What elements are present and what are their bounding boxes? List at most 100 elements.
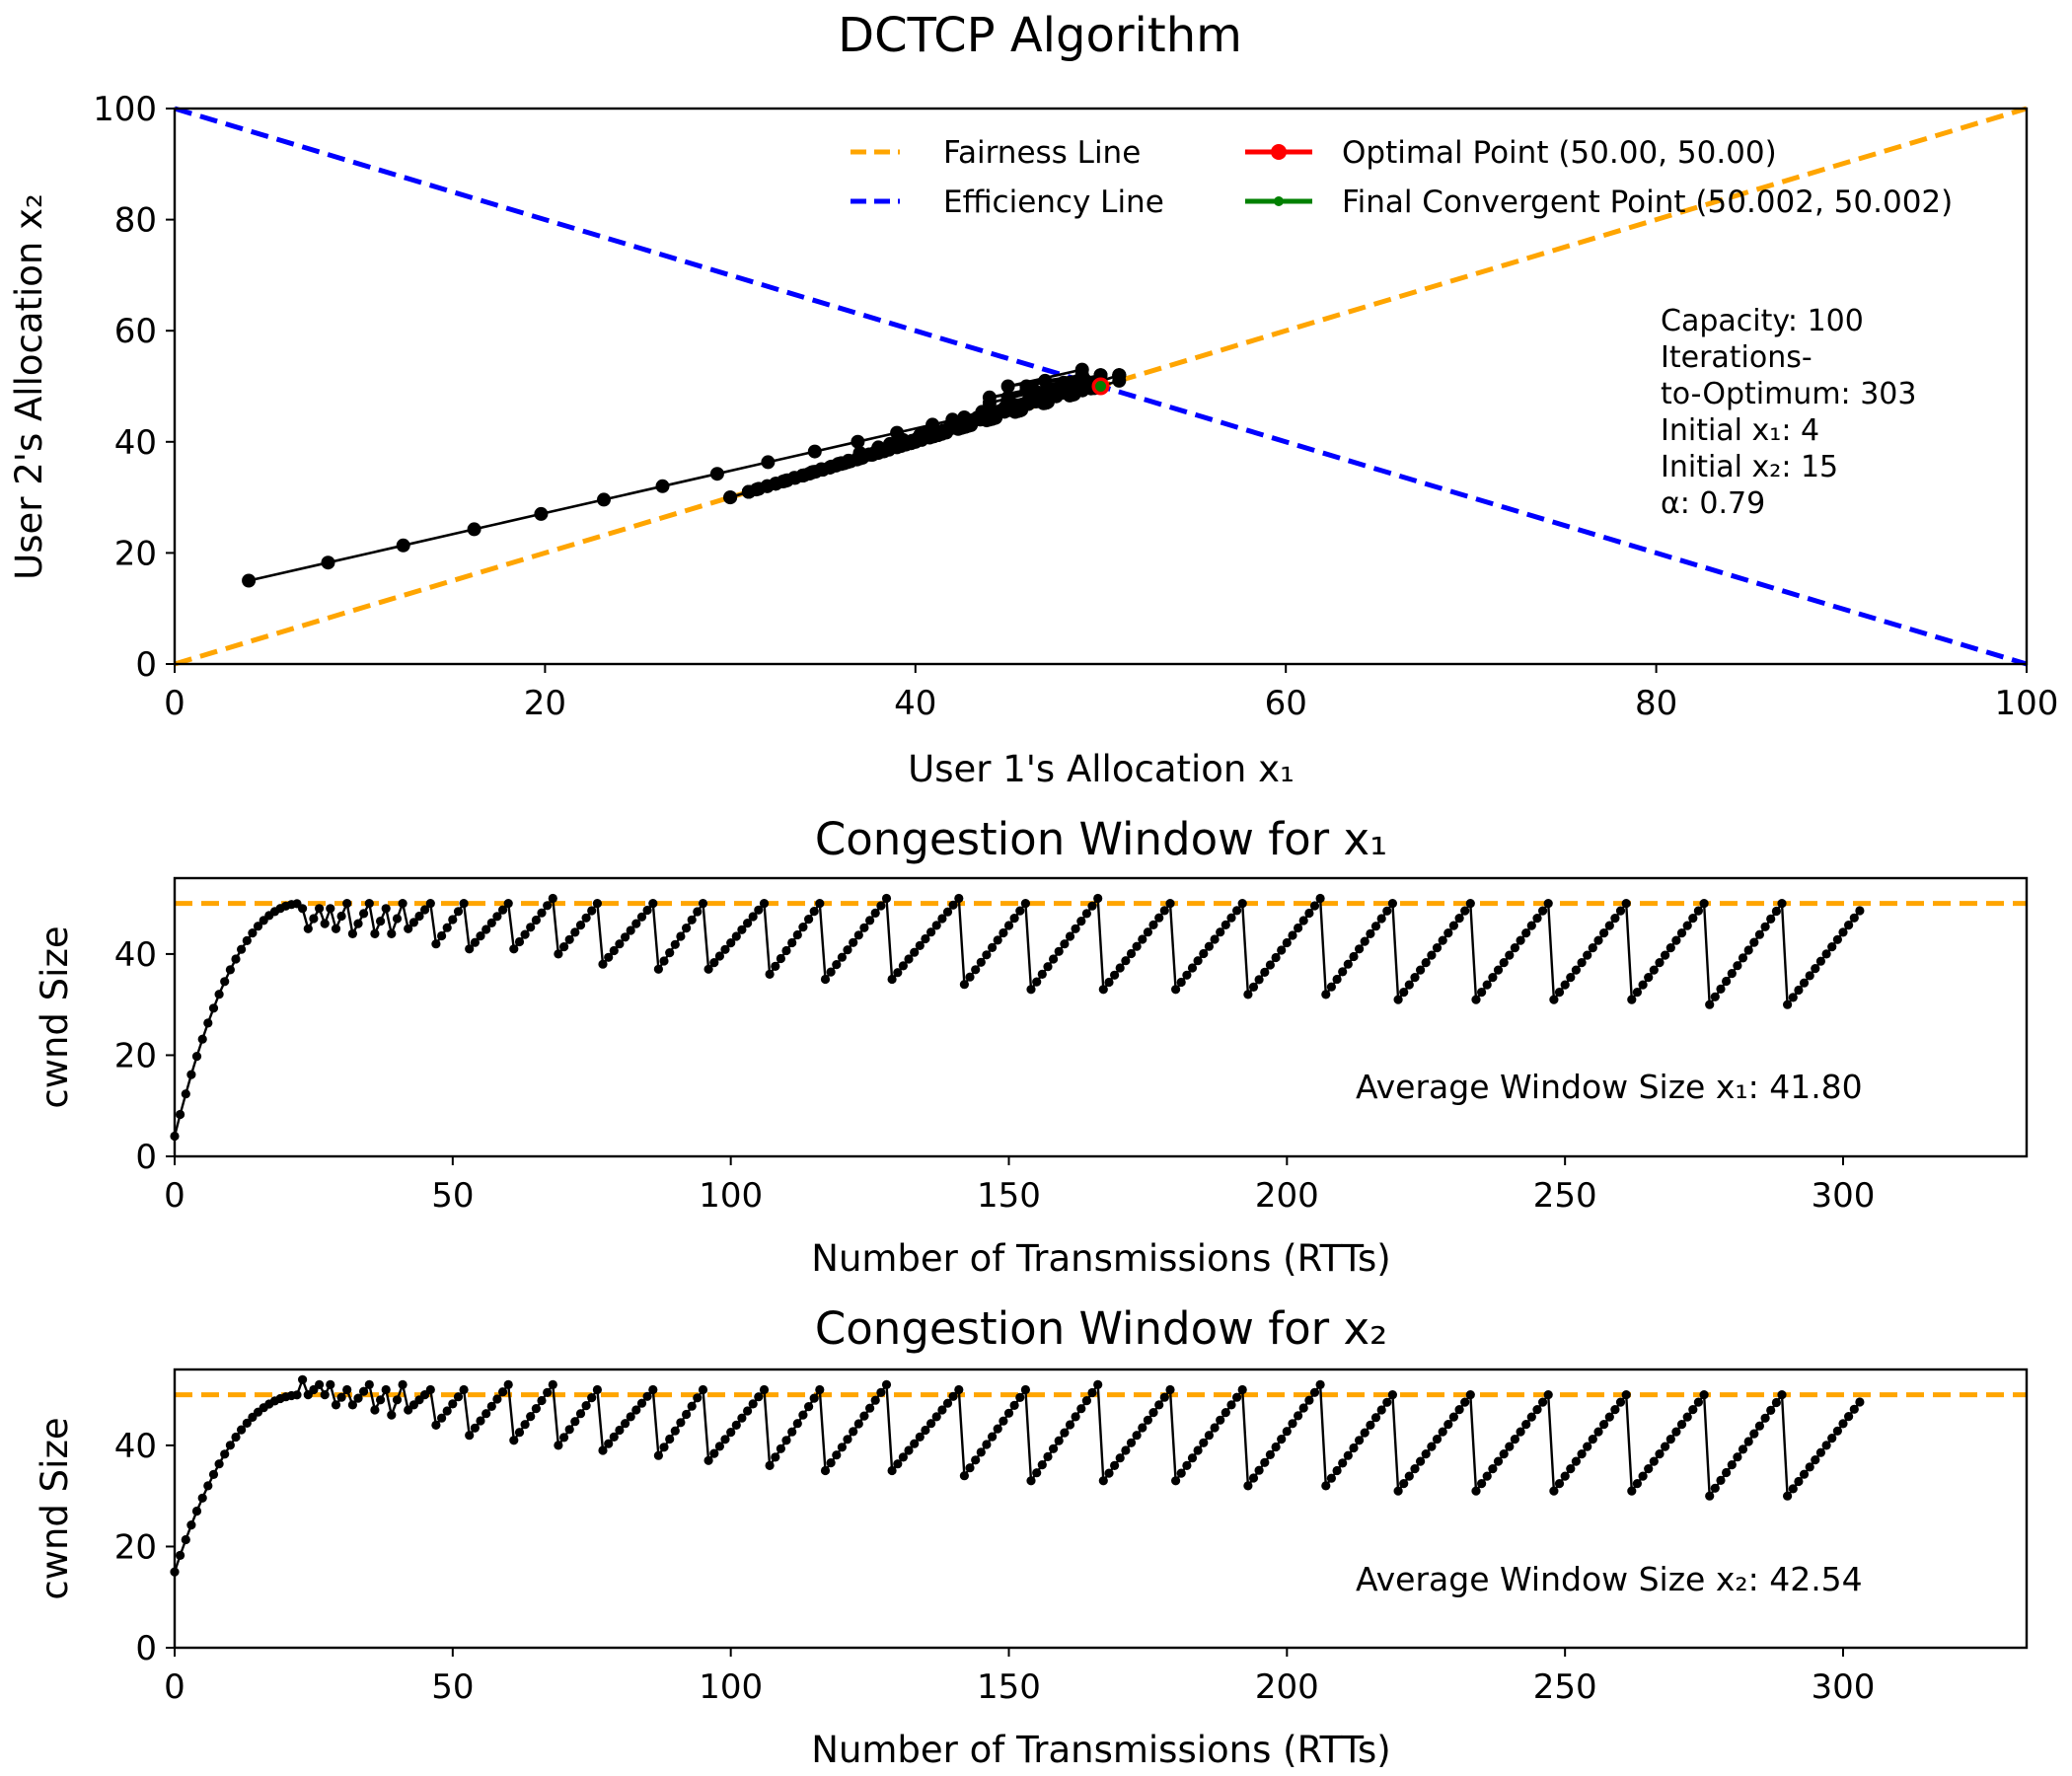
cwnd-x1-point [1805, 971, 1814, 981]
cwnd-x1-point [1432, 943, 1443, 953]
cwnd-x1-point [609, 945, 619, 956]
cwnd-x2-point [1309, 1387, 1320, 1397]
cwnd-x2-point [1794, 1476, 1804, 1487]
cwnd-x2-point [670, 1426, 680, 1436]
cwnd-x2-point [1243, 1481, 1253, 1491]
cwnd-x2-point [1499, 1449, 1509, 1459]
cwnd-x2-point [543, 1387, 553, 1397]
figure-title: DCTCP Algorithm [838, 8, 1242, 63]
cwnd-x1-point [859, 923, 869, 932]
cwnd-x1-point [1049, 954, 1059, 964]
cwnd-x1-x-tick-label: 200 [1255, 1176, 1319, 1216]
cwnd-x1-point [1121, 956, 1131, 966]
cwnd-x1-point [781, 945, 791, 956]
cwnd-x2-point [1754, 1421, 1764, 1431]
cwnd-x1-point [1727, 969, 1737, 979]
cwnd-x2-point [687, 1401, 697, 1411]
cwnd-x1-point [776, 953, 786, 964]
cwnd-x2-point [1071, 1412, 1080, 1422]
cwnd-x1-point [1760, 922, 1770, 931]
phase-trajectory-point [709, 467, 724, 481]
cwnd-x2-point [214, 1459, 224, 1469]
cwnd-x1-point [1599, 928, 1609, 938]
cwnd-x1-plot: Congestion Window for x₁ 0 50 100 150 200 250… [34, 813, 2029, 1280]
cwnd-x2-point [621, 1419, 630, 1429]
cwnd-x1-point [1783, 999, 1793, 1009]
cwnd-x2-average-label: Average Window Size x₂: 42.54 [1356, 1560, 1863, 1598]
cwnd-x1-point [1421, 958, 1431, 968]
cwnd-x1-point [726, 938, 736, 948]
cwnd-x2-point [1577, 1449, 1587, 1459]
cwnd-x1-point [592, 899, 603, 909]
cwnd-x1-point [1338, 967, 1348, 977]
cwnd-x1-point [1738, 953, 1748, 963]
phase-trajectory-point [1038, 373, 1053, 388]
cwnd-x2-point [910, 1439, 920, 1448]
cwnd-x2-point [1132, 1431, 1142, 1441]
cwnd-x2-point [765, 1460, 775, 1470]
cwnd-x2-point [381, 1384, 391, 1395]
cwnd-x2-point [1355, 1436, 1365, 1445]
cwnd-x1-point [1332, 974, 1342, 985]
cwnd-x1-point [1644, 973, 1654, 983]
cwnd-x2-point [1799, 1469, 1810, 1479]
cwnd-x1-point [893, 968, 903, 978]
cwnd-x2-point [1560, 1471, 1570, 1481]
cwnd-x2-plot: Congestion Window for x₂ 0 50 100 150 200 250… [34, 1302, 2029, 1771]
cwnd-x2-point [609, 1432, 619, 1442]
cwnd-x1-point [1054, 946, 1064, 956]
cwnd-x2-point [737, 1413, 747, 1423]
cwnd-x2-point [1321, 1481, 1331, 1491]
cwnd-x2-point [771, 1452, 780, 1462]
cwnd-x1-point [826, 967, 836, 977]
phase-y-axis-label: User 2's Allocation x₂ [8, 193, 50, 580]
cwnd-x1-point [1638, 980, 1648, 990]
cwnd-x1-point [520, 929, 530, 939]
cwnd-x2-title: Congestion Window for x₂ [815, 1302, 1387, 1355]
cwnd-x2-point [336, 1392, 346, 1402]
cwnd-x1-point [1404, 980, 1414, 990]
cwnd-x1-point [1382, 906, 1392, 916]
cwnd-x2-point [781, 1436, 791, 1445]
cwnd-x1-point [442, 923, 452, 932]
cwnd-x2-point [1821, 1441, 1831, 1450]
cwnd-x1-point [1143, 927, 1152, 937]
cwnd-x2-point [1171, 1476, 1181, 1486]
cwnd-x1-x-tick-label: 150 [977, 1176, 1041, 1216]
cwnd-x1-point [1827, 942, 1837, 952]
cwnd-x1-series-line [173, 895, 1861, 1137]
cwnd-x1-point [1248, 982, 1259, 993]
cwnd-x1-point [476, 931, 485, 941]
cwnd-x1-point [503, 899, 513, 909]
cwnd-x1-point [759, 899, 770, 909]
cwnd-x1-point [1093, 893, 1103, 904]
cwnd-x1-point [376, 917, 386, 926]
cwnd-x2-point [575, 1409, 586, 1419]
cwnd-x2-plot-frame [173, 1368, 2029, 1650]
cwnd-x2-point [359, 1386, 369, 1396]
cwnd-x2-point [815, 1384, 825, 1395]
cwnd-x2-point [548, 1379, 557, 1389]
cwnd-x1-point [181, 1089, 190, 1099]
phase-x-tick-label: 100 [1995, 684, 2059, 723]
cwnd-x1-point [1427, 950, 1437, 960]
cwnd-x2-point [342, 1384, 352, 1395]
cwnd-x2-point [870, 1395, 880, 1405]
cwnd-x2-point [798, 1410, 808, 1420]
cwnd-x1-point [1210, 934, 1220, 944]
cwnd-x1-point [191, 1052, 202, 1062]
cwnd-x1-point [342, 899, 352, 909]
cwnd-x2-y-tick-label: 0 [135, 1629, 157, 1668]
cwnd-x1-point [1771, 906, 1781, 917]
cwnd-x2-point [1087, 1387, 1097, 1398]
cwnd-x1-point [1370, 922, 1381, 931]
cwnd-x1-point [1588, 943, 1597, 953]
phase-trajectory-point [776, 475, 790, 488]
cwnd-x1-point [731, 931, 741, 941]
cwnd-x2-point [1366, 1420, 1375, 1430]
cwnd-x2-point [931, 1412, 941, 1422]
cwnd-x1-point [1015, 906, 1025, 916]
cwnd-x2-point [526, 1412, 536, 1422]
cwnd-x2-point [1138, 1423, 1147, 1433]
cwnd-x2-point [726, 1428, 736, 1438]
